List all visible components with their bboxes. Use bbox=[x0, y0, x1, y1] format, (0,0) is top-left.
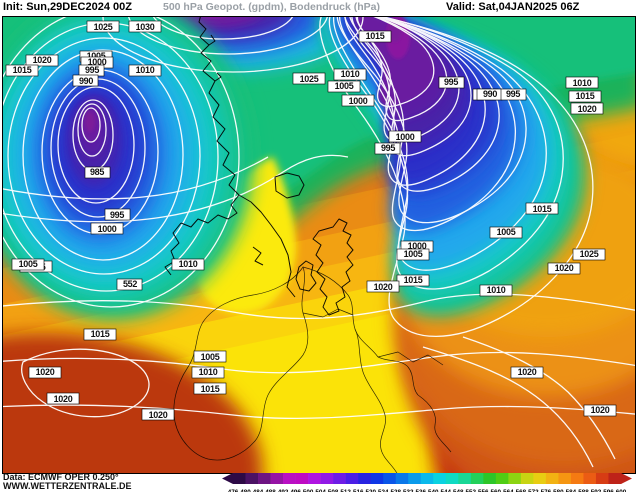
svg-text:1010: 1010 bbox=[136, 65, 155, 75]
svg-text:1030: 1030 bbox=[136, 22, 155, 32]
svg-text:1005: 1005 bbox=[335, 81, 354, 91]
svg-text:985: 985 bbox=[90, 167, 104, 177]
svg-text:1010: 1010 bbox=[487, 285, 506, 295]
svg-text:1015: 1015 bbox=[91, 329, 110, 339]
svg-text:995: 995 bbox=[381, 143, 395, 153]
svg-text:1020: 1020 bbox=[33, 55, 52, 65]
svg-text:1005: 1005 bbox=[404, 249, 423, 259]
svg-text:1000: 1000 bbox=[98, 224, 117, 234]
svg-text:1010: 1010 bbox=[573, 78, 592, 88]
svg-text:1015: 1015 bbox=[13, 65, 32, 75]
svg-text:1005: 1005 bbox=[19, 259, 38, 269]
svg-text:1015: 1015 bbox=[201, 384, 220, 394]
svg-text:990: 990 bbox=[483, 89, 497, 99]
svg-text:1020: 1020 bbox=[518, 367, 537, 377]
svg-text:1015: 1015 bbox=[576, 91, 595, 101]
svg-text:1015: 1015 bbox=[366, 31, 385, 41]
svg-text:552: 552 bbox=[123, 279, 137, 289]
svg-text:1020: 1020 bbox=[54, 394, 73, 404]
svg-text:995: 995 bbox=[506, 89, 520, 99]
svg-text:1020: 1020 bbox=[36, 367, 55, 377]
svg-text:1020: 1020 bbox=[578, 104, 597, 114]
svg-text:1015: 1015 bbox=[533, 204, 552, 214]
svg-text:1020: 1020 bbox=[591, 405, 610, 415]
svg-text:1025: 1025 bbox=[580, 249, 599, 259]
svg-text:1025: 1025 bbox=[300, 74, 319, 84]
svg-text:1000: 1000 bbox=[349, 96, 368, 106]
svg-text:1000: 1000 bbox=[396, 132, 415, 142]
svg-text:990: 990 bbox=[79, 76, 93, 86]
svg-text:1010: 1010 bbox=[199, 367, 218, 377]
svg-text:1010: 1010 bbox=[341, 69, 360, 79]
svg-text:1025: 1025 bbox=[94, 22, 113, 32]
svg-text:1020: 1020 bbox=[374, 282, 393, 292]
svg-text:1005: 1005 bbox=[497, 227, 516, 237]
svg-text:1020: 1020 bbox=[149, 410, 168, 420]
svg-text:995: 995 bbox=[444, 77, 458, 87]
svg-text:1010: 1010 bbox=[179, 259, 198, 269]
svg-text:1005: 1005 bbox=[201, 352, 220, 362]
svg-text:995: 995 bbox=[110, 210, 124, 220]
svg-text:995: 995 bbox=[85, 65, 99, 75]
svg-text:1020: 1020 bbox=[555, 263, 574, 273]
svg-text:1015: 1015 bbox=[404, 275, 423, 285]
